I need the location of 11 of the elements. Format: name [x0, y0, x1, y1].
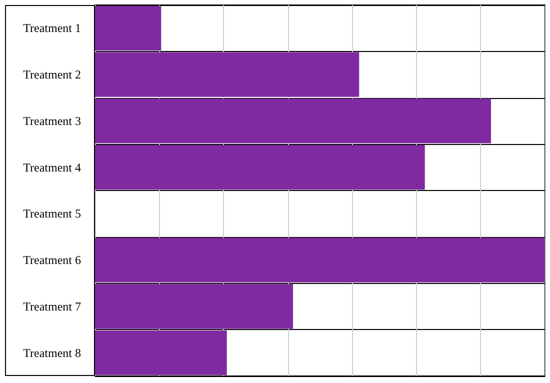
y-tick-label: Treatment 3 — [23, 114, 81, 128]
bar — [95, 145, 425, 190]
y-tick-label: Treatment 7 — [23, 299, 81, 314]
bar — [95, 6, 162, 50]
y-tick-label: Treatment 4 — [23, 160, 81, 174]
y-tick-label: Treatment 6 — [23, 253, 81, 268]
bar — [95, 330, 227, 376]
y-tick-label: Treatment 8 — [23, 346, 81, 360]
y-tick-label: Treatment 1 — [23, 21, 81, 36]
y-tick-label: Treatment 2 — [23, 68, 81, 82]
y-tick-label: Treatment 5 — [23, 206, 81, 221]
